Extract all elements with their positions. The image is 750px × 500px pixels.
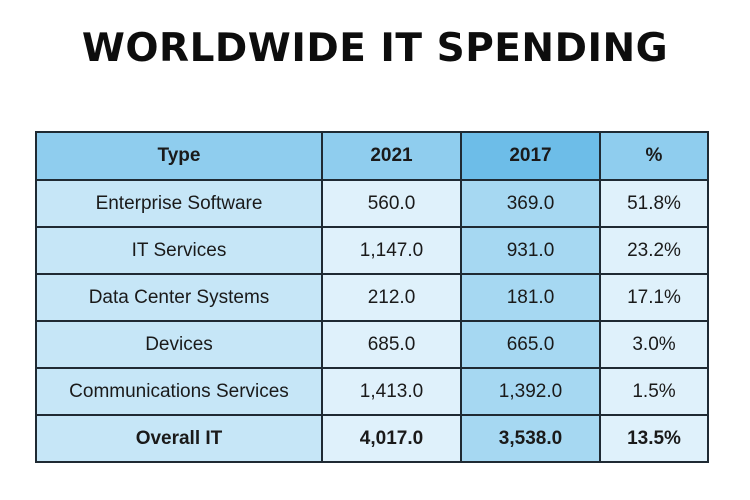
table-row: IT Services 1,147.0 931.0 23.2%: [35, 226, 709, 275]
cell-2017: 3,538.0: [460, 414, 601, 463]
cell-2017: 181.0: [460, 273, 601, 322]
cell-2021: 685.0: [321, 320, 462, 369]
cell-type: IT Services: [35, 226, 323, 275]
cell-percent: 13.5%: [599, 414, 709, 463]
cell-type: Enterprise Software: [35, 179, 323, 228]
table-row: Devices 685.0 665.0 3.0%: [35, 320, 709, 369]
cell-2017: 931.0: [460, 226, 601, 275]
it-spending-table: Type 2021 2017 % Enterprise Software 560…: [35, 131, 709, 463]
cell-2021: 560.0: [321, 179, 462, 228]
cell-type: Overall IT: [35, 414, 323, 463]
cell-type: Devices: [35, 320, 323, 369]
table-row: Enterprise Software 560.0 369.0 51.8%: [35, 179, 709, 228]
cell-2021: 4,017.0: [321, 414, 462, 463]
cell-percent: 17.1%: [599, 273, 709, 322]
cell-2017: 369.0: [460, 179, 601, 228]
cell-type: Data Center Systems: [35, 273, 323, 322]
header-2021: 2021: [321, 131, 462, 181]
cell-2021: 212.0: [321, 273, 462, 322]
header-type: Type: [35, 131, 323, 181]
table-row: Data Center Systems 212.0 181.0 17.1%: [35, 273, 709, 322]
header-percent: %: [599, 131, 709, 181]
cell-percent: 51.8%: [599, 179, 709, 228]
cell-2017: 665.0: [460, 320, 601, 369]
page-title: WORLDWIDE IT SPENDING: [81, 26, 669, 71]
cell-percent: 1.5%: [599, 367, 709, 416]
cell-percent: 23.2%: [599, 226, 709, 275]
table-header-row: Type 2021 2017 %: [35, 131, 709, 181]
header-2017: 2017: [460, 131, 601, 181]
cell-percent: 3.0%: [599, 320, 709, 369]
cell-2021: 1,413.0: [321, 367, 462, 416]
cell-2017: 1,392.0: [460, 367, 601, 416]
table-row: Communications Services 1,413.0 1,392.0 …: [35, 367, 709, 416]
cell-2021: 1,147.0: [321, 226, 462, 275]
table-row-total: Overall IT 4,017.0 3,538.0 13.5%: [35, 414, 709, 463]
cell-type: Communications Services: [35, 367, 323, 416]
